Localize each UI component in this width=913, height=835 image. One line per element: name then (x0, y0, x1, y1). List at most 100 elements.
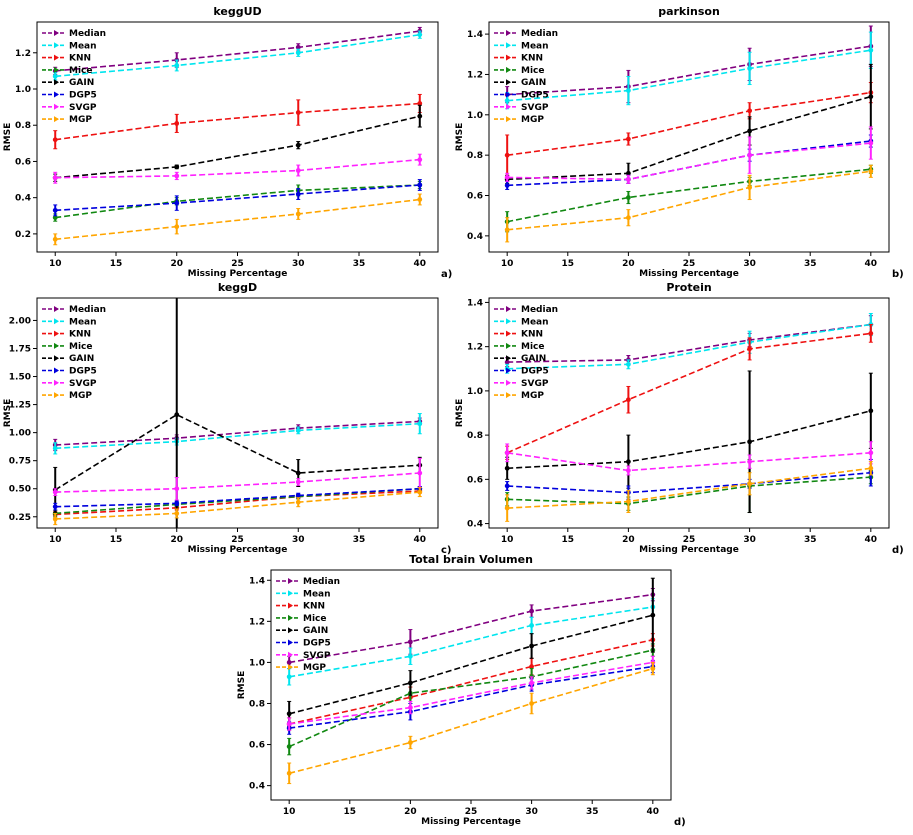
x-tick-label: 40 (865, 259, 878, 269)
panel-label: b) (892, 269, 904, 280)
x-tick-label: 10 (283, 807, 296, 817)
y-tick-label: 0.8 (467, 431, 483, 441)
data-point (407, 653, 413, 659)
legend-marker (506, 66, 511, 73)
y-tick-label: 1.2 (15, 49, 31, 59)
data-point (417, 157, 423, 163)
x-tick-label: 40 (414, 259, 427, 269)
data-point (174, 500, 180, 506)
series-median (52, 417, 423, 452)
series-line (507, 168, 871, 223)
legend-marker (506, 116, 511, 123)
legend-marker (506, 42, 511, 49)
data-point (407, 680, 413, 686)
series-line (55, 102, 420, 141)
chart-panel: keggUD 10 15 20 25 30 35 40 0.2 0.4 0.6 0.8 1.0 1.2 Mi… (3, 5, 452, 280)
series-line (54, 413, 420, 491)
data-point (52, 215, 58, 220)
data-point (295, 110, 301, 115)
data-point (286, 711, 292, 717)
y-tick-label: 0.6 (15, 157, 31, 167)
legend-marker (288, 651, 293, 658)
y-tick-label: 1.0 (15, 85, 31, 95)
series-median (286, 587, 656, 670)
series-line (507, 323, 871, 363)
series-mgp (52, 193, 423, 246)
series-median (52, 26, 423, 76)
legend-label: MGP (303, 663, 326, 673)
series-dgp5 (52, 179, 423, 217)
legend-label: KNN (303, 602, 325, 612)
legend-label: DGP5 (69, 367, 97, 377)
data-point (295, 44, 301, 50)
data-point (174, 63, 180, 68)
x-tick-label: 35 (804, 259, 817, 269)
legend-marker (288, 614, 293, 621)
series-line (55, 30, 420, 72)
data-point (625, 136, 631, 142)
data-point (174, 412, 180, 418)
series-line (289, 661, 653, 725)
x-tick-label: 40 (414, 535, 427, 545)
series-line (507, 91, 871, 156)
series-line (55, 491, 420, 520)
y-tick-label: 1.50 (9, 373, 31, 383)
legend-label: Median (303, 577, 340, 587)
y-tick-label: 0.6 (467, 192, 483, 202)
legend-marker (506, 103, 511, 110)
series-median (504, 25, 874, 104)
legend-marker (506, 330, 511, 337)
legend-label: Median (69, 29, 106, 39)
series-line (507, 471, 871, 494)
x-axis-label: Missing Percentage (188, 269, 288, 279)
data-point (504, 359, 510, 365)
y-tick-label: 1.25 (9, 401, 31, 411)
data-point (868, 450, 874, 456)
data-point (747, 108, 753, 114)
series-line (288, 649, 653, 748)
series-line (507, 467, 871, 509)
data-point (286, 744, 292, 750)
x-tick-label: 40 (647, 807, 660, 817)
series-knn (52, 93, 423, 150)
x-axis-label: Missing Percentage (639, 545, 739, 555)
chart-panel: Protein 10 15 20 25 30 35 40 0.4 0.6 0.8 1.0 1.2 1.4 M… (455, 281, 904, 556)
series-line (507, 476, 871, 505)
legend-marker (506, 30, 511, 36)
data-point (174, 486, 180, 492)
x-tick-label: 20 (404, 807, 417, 817)
data-point (868, 47, 874, 53)
series-mgp (286, 661, 656, 785)
x-tick-label: 40 (865, 535, 878, 545)
y-tick-label: 0.2 (15, 230, 31, 240)
data-point (295, 470, 301, 476)
data-point (747, 185, 753, 190)
series-line (506, 332, 871, 454)
y-tick-label: 1.0 (249, 658, 265, 668)
legend-label: Mean (303, 589, 331, 599)
data-point (747, 66, 753, 71)
plot-area (52, 26, 423, 246)
y-tick-label: 0.4 (467, 520, 483, 530)
data-point (286, 674, 292, 680)
legend: Median Mean KNN Mice GAIN DGP5 SVGP MGP (494, 305, 558, 401)
legend-marker (54, 103, 59, 110)
series-line (289, 606, 653, 678)
series-gain (52, 104, 423, 182)
data-point (417, 470, 423, 476)
data-point (747, 152, 753, 158)
data-point (504, 227, 510, 233)
legend-marker (54, 379, 59, 386)
series-line (55, 115, 420, 179)
legend-marker (54, 306, 59, 312)
data-point (529, 643, 535, 649)
y-tick-label: 0.8 (15, 121, 31, 131)
series-median (504, 315, 874, 368)
legend-label: SVGP (69, 379, 97, 389)
series-line (507, 95, 872, 181)
legend-marker (506, 355, 511, 362)
legend-label: GAIN (521, 78, 546, 88)
series-mgp (504, 164, 874, 243)
legend: Median Mean KNN Mice GAIN DGP5 SVGP MGP (494, 29, 558, 125)
series-line (507, 170, 871, 231)
